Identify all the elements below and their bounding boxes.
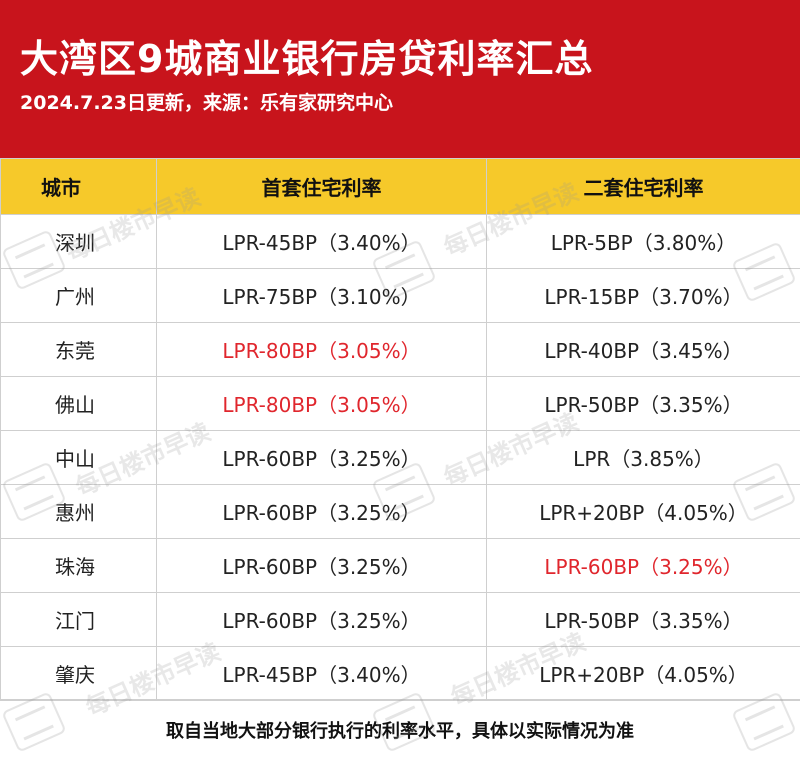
column-header-first-home: 首套住宅利率 — [157, 159, 487, 215]
second-home-rate-cell: LPR+20BP（4.05%） — [487, 485, 800, 539]
first-home-rate-cell: LPR-45BP（3.40%） — [157, 215, 487, 269]
second-home-rate-cell: LPR+20BP（4.05%） — [487, 647, 800, 701]
table-header-row: 城市 首套住宅利率 二套住宅利率 — [1, 159, 800, 215]
table-row: 肇庆 LPR-45BP（3.40%） LPR+20BP（4.05%） — [1, 647, 800, 701]
table-row: 江门 LPR-60BP（3.25%） LPR-50BP（3.35%） — [1, 593, 800, 647]
table-row: 惠州 LPR-60BP（3.25%） LPR+20BP（4.05%） — [1, 485, 800, 539]
city-cell: 江门 — [1, 593, 157, 647]
city-cell: 中山 — [1, 431, 157, 485]
first-home-rate-cell: LPR-60BP（3.25%） — [157, 431, 487, 485]
table-row: 珠海 LPR-60BP（3.25%） LPR-60BP（3.25%） — [1, 539, 800, 593]
second-home-rate-cell: LPR-50BP（3.35%） — [487, 377, 800, 431]
table-row: 广州 LPR-75BP（3.10%） LPR-15BP（3.70%） — [1, 269, 800, 323]
header-banner: 大湾区9城商业银行房贷利率汇总 2024.7.23日更新，来源：乐有家研究中心 — [0, 0, 800, 158]
city-cell: 珠海 — [1, 539, 157, 593]
column-header-second-home: 二套住宅利率 — [487, 159, 800, 215]
first-home-rate-cell: LPR-80BP（3.05%） — [157, 377, 487, 431]
city-cell: 惠州 — [1, 485, 157, 539]
table-row: 中山 LPR-60BP（3.25%） LPR（3.85%） — [1, 431, 800, 485]
first-home-rate-cell: LPR-80BP（3.05%） — [157, 323, 487, 377]
page-subtitle: 2024.7.23日更新，来源：乐有家研究中心 — [20, 88, 393, 115]
first-home-rate-cell: LPR-60BP（3.25%） — [157, 485, 487, 539]
first-home-rate-cell: LPR-75BP（3.10%） — [157, 269, 487, 323]
table-row: 东莞 LPR-80BP（3.05%） LPR-40BP（3.45%） — [1, 323, 800, 377]
second-home-rate-cell: LPR-40BP（3.45%） — [487, 323, 800, 377]
first-home-rate-cell: LPR-45BP（3.40%） — [157, 647, 487, 701]
second-home-rate-cell: LPR-50BP（3.35%） — [487, 593, 800, 647]
first-home-rate-cell: LPR-60BP（3.25%） — [157, 593, 487, 647]
second-home-rate-cell: LPR-60BP（3.25%） — [487, 539, 800, 593]
city-cell: 佛山 — [1, 377, 157, 431]
city-cell: 深圳 — [1, 215, 157, 269]
city-cell: 肇庆 — [1, 647, 157, 701]
page-title: 大湾区9城商业银行房贷利率汇总 — [20, 28, 593, 83]
first-home-rate-cell: LPR-60BP（3.25%） — [157, 539, 487, 593]
second-home-rate-cell: LPR（3.85%） — [487, 431, 800, 485]
footer-note: 取自当地大部分银行执行的利率水平，具体以实际情况为准 — [0, 699, 800, 759]
rate-table: 城市 首套住宅利率 二套住宅利率 深圳 LPR-45BP（3.40%） LPR-… — [0, 158, 800, 701]
table-row: 佛山 LPR-80BP（3.05%） LPR-50BP（3.35%） — [1, 377, 800, 431]
second-home-rate-cell: LPR-5BP（3.80%） — [487, 215, 800, 269]
column-header-city: 城市 — [1, 159, 157, 215]
table-row: 深圳 LPR-45BP（3.40%） LPR-5BP（3.80%） — [1, 215, 800, 269]
city-cell: 东莞 — [1, 323, 157, 377]
second-home-rate-cell: LPR-15BP（3.70%） — [487, 269, 800, 323]
city-cell: 广州 — [1, 269, 157, 323]
